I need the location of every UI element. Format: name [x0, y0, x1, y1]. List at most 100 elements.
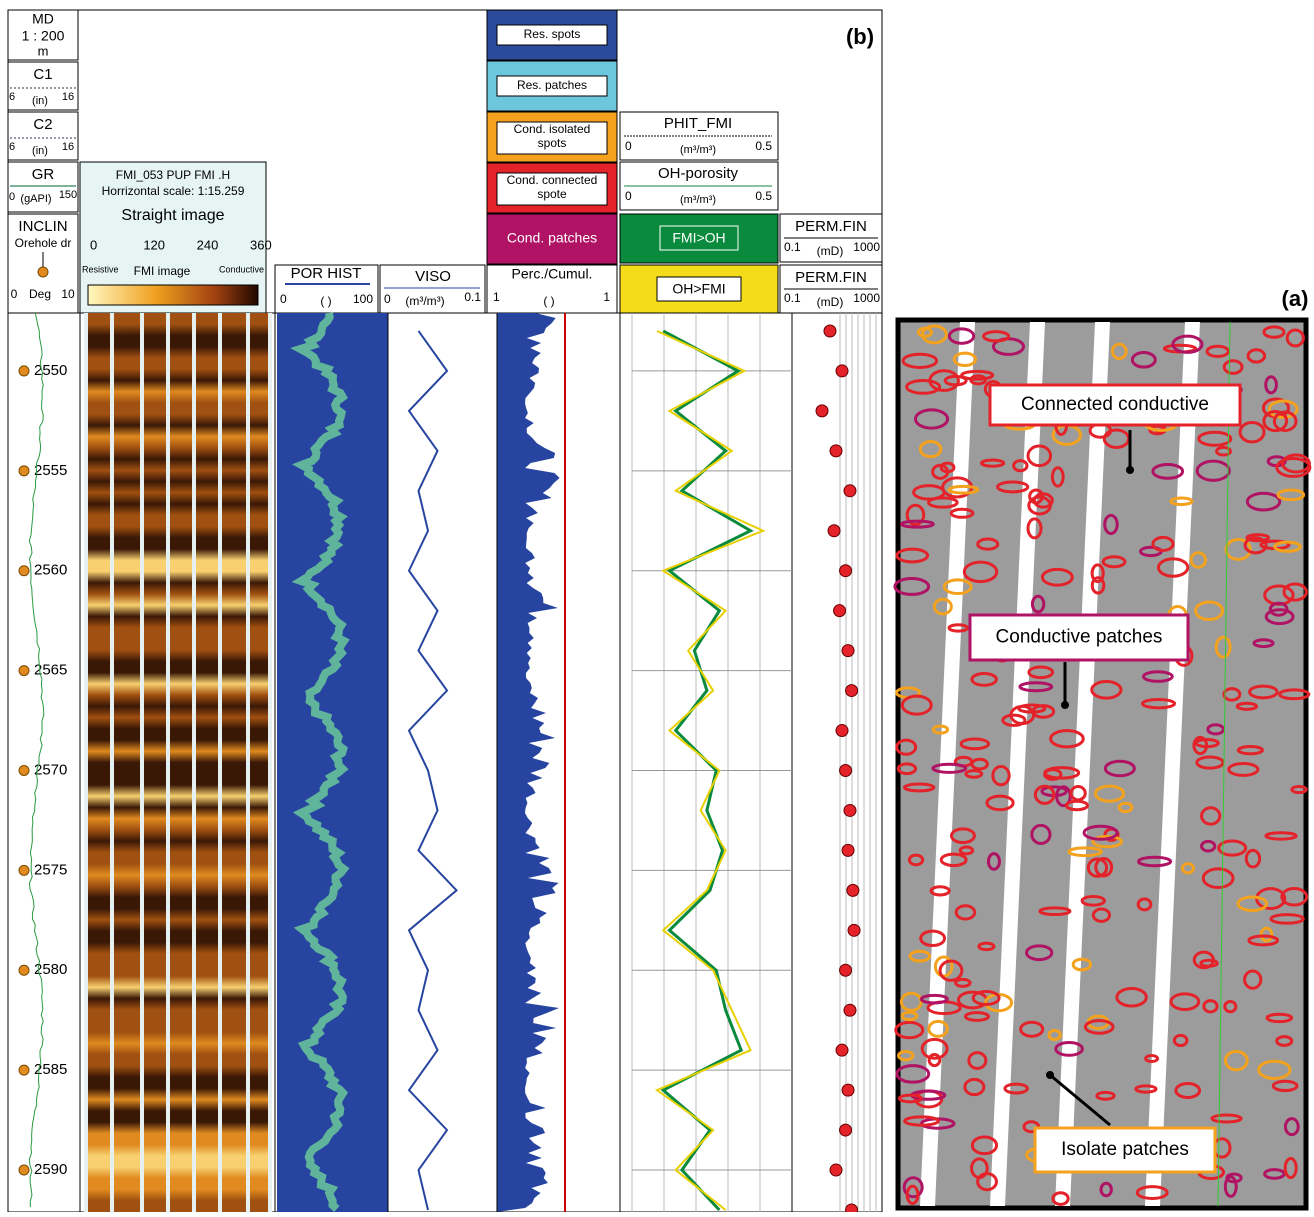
blob — [1277, 688, 1311, 701]
oh-porosity-curve — [660, 329, 754, 1212]
blob — [920, 1037, 949, 1060]
blob — [1238, 420, 1266, 444]
blob — [1051, 1191, 1070, 1206]
blob — [1275, 1035, 1294, 1047]
blob — [1140, 697, 1177, 710]
label: Cond. isolated — [514, 122, 591, 136]
blob — [1280, 887, 1309, 907]
label: 0 — [9, 191, 15, 203]
label: POR HIST — [291, 265, 362, 282]
label: Connected conductive — [1021, 394, 1209, 415]
blob — [1195, 755, 1225, 770]
blob — [1082, 824, 1119, 841]
blob — [1169, 496, 1194, 507]
label: 0 — [280, 292, 287, 306]
pad-gap — [192, 313, 196, 1212]
blob — [947, 327, 976, 345]
blob — [1197, 430, 1233, 447]
blob — [1067, 846, 1103, 858]
label: 10 — [61, 287, 75, 301]
label: ( ) — [320, 294, 331, 308]
perm-point — [835, 724, 849, 738]
label: ( ) — [543, 294, 554, 308]
label: Cond. connected — [507, 173, 598, 187]
blob — [970, 672, 998, 687]
label: VISO — [415, 268, 451, 285]
por-hist-mode — [290, 312, 350, 1212]
pad-gap — [246, 313, 250, 1212]
label: (in) — [32, 95, 48, 107]
blob — [952, 351, 978, 367]
arrow — [1049, 1073, 1111, 1127]
label: 1000 — [853, 240, 880, 254]
blob — [1151, 463, 1185, 480]
blob — [1135, 1185, 1169, 1200]
blob — [894, 1020, 925, 1040]
blob — [908, 949, 932, 963]
blob — [1083, 1019, 1115, 1035]
blob — [1043, 766, 1081, 780]
perm-point — [841, 644, 855, 658]
blob — [1202, 999, 1219, 1014]
label: m — [38, 43, 49, 58]
box — [486, 213, 618, 265]
blob — [1103, 513, 1119, 536]
pad-gap — [268, 313, 272, 1212]
blob — [1276, 488, 1306, 502]
label: (b) — [846, 24, 874, 49]
blob — [927, 1052, 942, 1068]
blob — [1026, 444, 1053, 468]
blob — [976, 537, 1000, 551]
blob — [1130, 350, 1157, 369]
blob — [942, 578, 973, 596]
blob — [1050, 466, 1065, 488]
blob — [1247, 934, 1280, 947]
label: 0.5 — [755, 189, 772, 203]
blob — [1038, 906, 1072, 917]
blob — [1030, 823, 1052, 846]
blob — [991, 764, 1011, 787]
label: 1000 — [853, 291, 880, 305]
label: Res. patches — [517, 78, 587, 92]
perm-point — [835, 1043, 849, 1057]
blob — [1171, 334, 1204, 354]
perm-point — [835, 364, 849, 378]
blob — [1192, 950, 1215, 970]
blob — [1090, 576, 1106, 595]
blob — [1144, 1054, 1160, 1064]
label: C2 — [33, 116, 52, 133]
blob — [902, 1176, 924, 1199]
blob — [1111, 342, 1128, 361]
label: 2585 — [34, 1061, 67, 1078]
blob — [970, 1135, 999, 1156]
label: (gAPI) — [20, 193, 51, 205]
label: C1 — [33, 66, 52, 83]
label: 0 — [90, 237, 97, 252]
blob — [960, 369, 995, 381]
label: FMI image — [134, 264, 191, 278]
label: 2580 — [34, 961, 67, 978]
blob — [1244, 848, 1262, 869]
blob — [962, 560, 999, 584]
callout — [988, 383, 1242, 427]
blob — [931, 762, 968, 774]
fmi-image — [84, 313, 272, 1212]
colorbar — [87, 284, 259, 306]
blob — [1136, 897, 1153, 912]
inclin-dot — [18, 964, 30, 976]
blob — [897, 1093, 923, 1104]
blob — [1156, 557, 1190, 578]
blob — [899, 991, 923, 1012]
blob — [901, 352, 939, 369]
blob — [918, 440, 943, 459]
pad-gap — [1055, 322, 1110, 1206]
por-hist — [277, 313, 388, 1212]
label: MD — [32, 11, 54, 27]
perm-point — [841, 843, 855, 857]
blob — [964, 769, 984, 779]
label: Orehole dr — [15, 236, 72, 250]
phit-fmi-curve — [654, 330, 766, 1211]
label: GR — [32, 166, 55, 183]
inclin-dot — [18, 365, 30, 377]
blob — [1090, 679, 1123, 700]
